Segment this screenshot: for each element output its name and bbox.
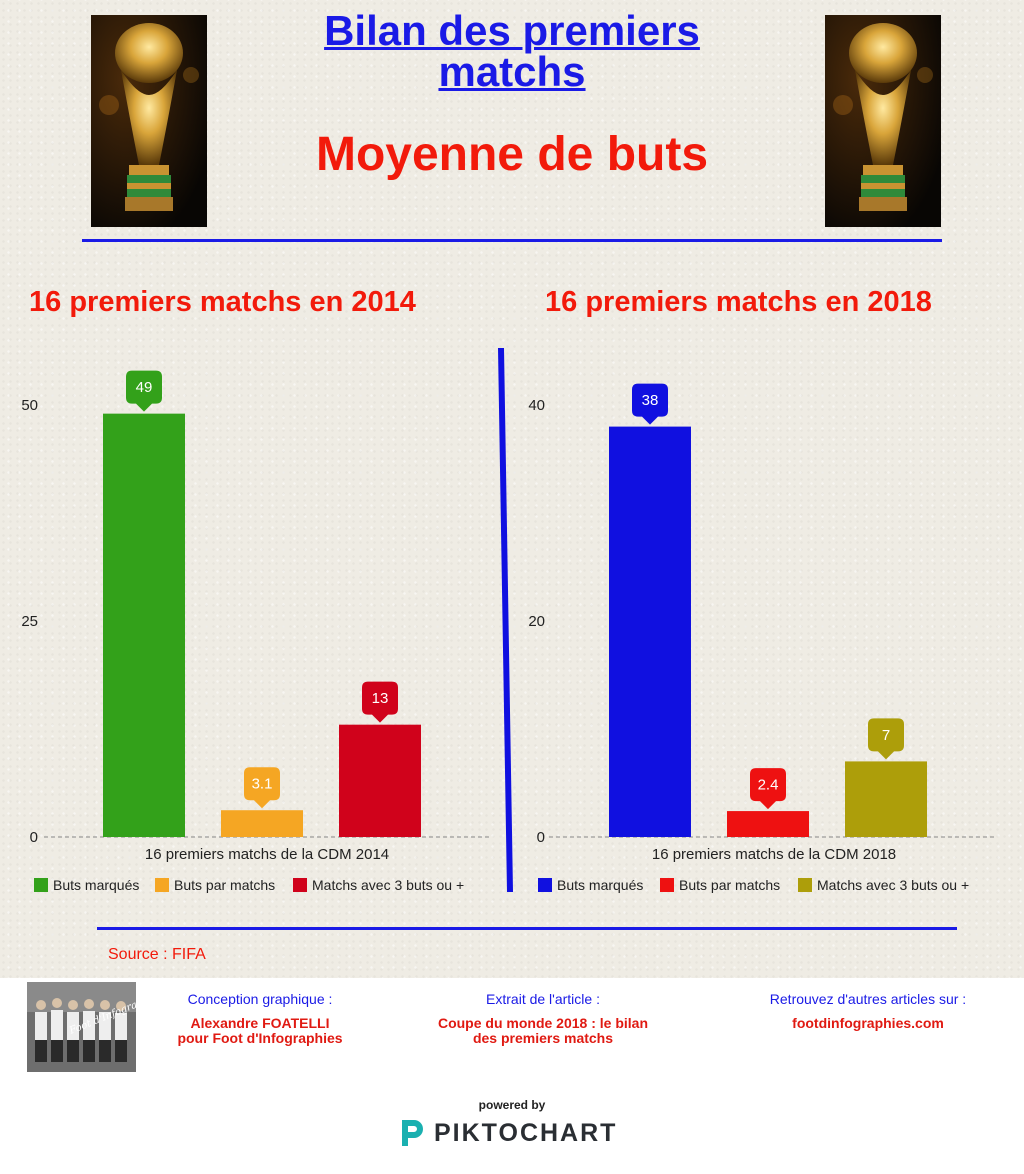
page-title-link[interactable]: Bilan des premiers matchs [324,7,700,95]
data-label-shape [244,767,280,809]
data-label-bubble: 7 [868,718,904,760]
data-label: 49 [136,379,153,396]
legend-label: Buts par matchs [174,877,275,893]
credit-website-link[interactable]: footdinfographies.com [792,1015,944,1031]
y-tick-label: 50 [21,397,38,414]
y-tick-label: 20 [528,613,545,630]
y-tick-label: 25 [21,613,38,630]
page-subtitle: Moyenne de buts [315,128,709,181]
legend-label: Buts par matchs [679,877,780,893]
y-tick-label: 40 [528,397,545,414]
data-label-bubble: 38 [632,383,668,425]
bar-2014-3 [339,724,421,837]
data-label-shape [126,370,162,412]
piktochart-brand[interactable]: PIKTOCHART [398,1116,617,1150]
header-divider [82,239,942,242]
y-tick-label: 0 [30,829,38,846]
credit-design-value-2: pour Foot d'Infographies [177,1030,343,1046]
x-category-label: 16 premiers matchs de la CDM 2018 [652,846,896,863]
y-tick-label: 0 [537,829,545,846]
credit-website: Retrouvez d'autres articles sur : footdi… [742,990,994,1031]
data-label-shape [362,681,398,723]
team-photo-icon: Foot d'Infographies [27,982,136,1072]
legend-label: Buts marqués [557,877,643,893]
bar-chart-2014: 0 25 50 49 3.1 13 16 premiers matchs de la CDM… [21,370,490,893]
credit-article-link-2[interactable]: des premiers matchs [472,1030,614,1046]
bar-2018-3 [845,761,927,837]
chart-heading-2018: 16 premiers matchs en 2018 [545,286,932,318]
data-label: 3.1 [252,776,273,793]
legend-label: Buts marqués [53,877,139,893]
bar-chart-2018: 0 20 40 38 2.4 7 16 premiers matchs de la CDM … [528,383,995,893]
credit-article-link-1[interactable]: Coupe du monde 2018 : le bilan [437,1015,649,1031]
credit-design: Conception graphique : Alexandre FOATELL… [148,990,372,1046]
data-label-bubble: 2.4 [750,768,786,810]
bar-2014-1 [103,413,185,837]
data-label-shape [750,768,786,810]
trophy-image-left [91,15,207,227]
bar-2018-2 [727,811,809,837]
trophy-icon [825,15,941,227]
legend-swatch [155,878,169,892]
bar-2018-1 [609,426,691,837]
piktochart-logo-icon [402,1120,423,1146]
data-label-shape [868,718,904,760]
legend-swatch [660,878,674,892]
credit-website-label: Retrouvez d'autres articles sur : [769,991,967,1007]
data-label: 38 [642,392,659,409]
trophy-icon [91,15,207,227]
data-label-bubble: 49 [126,370,162,412]
powered-by-label: powered by [478,1098,546,1112]
data-label: 2.4 [758,777,779,794]
credit-article-label: Extrait de l'article : [486,991,600,1007]
legend-swatch [538,878,552,892]
legend-swatch [798,878,812,892]
legend-swatch [293,878,307,892]
credit-design-label: Conception graphique : [187,991,333,1007]
credit-design-value-1: Alexandre FOATELLI [190,1015,330,1031]
legend-swatch [34,878,48,892]
source-note: Source : FIFA [108,946,206,963]
source-divider [97,927,957,930]
chart-heading-2014: 16 premiers matchs en 2014 [29,286,416,318]
data-label-bubble: 3.1 [244,767,280,809]
trophy-image-right [825,15,941,227]
piktochart-wordmark: PIKTOCHART [434,1118,618,1147]
credit-article: Extrait de l'article : Coupe du monde 20… [412,990,674,1046]
data-label: 7 [882,727,890,744]
charts-divider [498,347,513,893]
data-label-bubble: 13 [362,681,398,723]
footer-team-photo: Foot d'Infographies [27,982,136,1072]
data-label-shape [632,383,668,425]
x-category-label: 16 premiers matchs de la CDM 2014 [145,846,389,863]
bar-2014-2 [221,810,303,837]
data-label: 13 [372,690,389,707]
legend-label: Matchs avec 3 buts ou + [312,877,464,893]
legend-label: Matchs avec 3 buts ou + [817,877,969,893]
